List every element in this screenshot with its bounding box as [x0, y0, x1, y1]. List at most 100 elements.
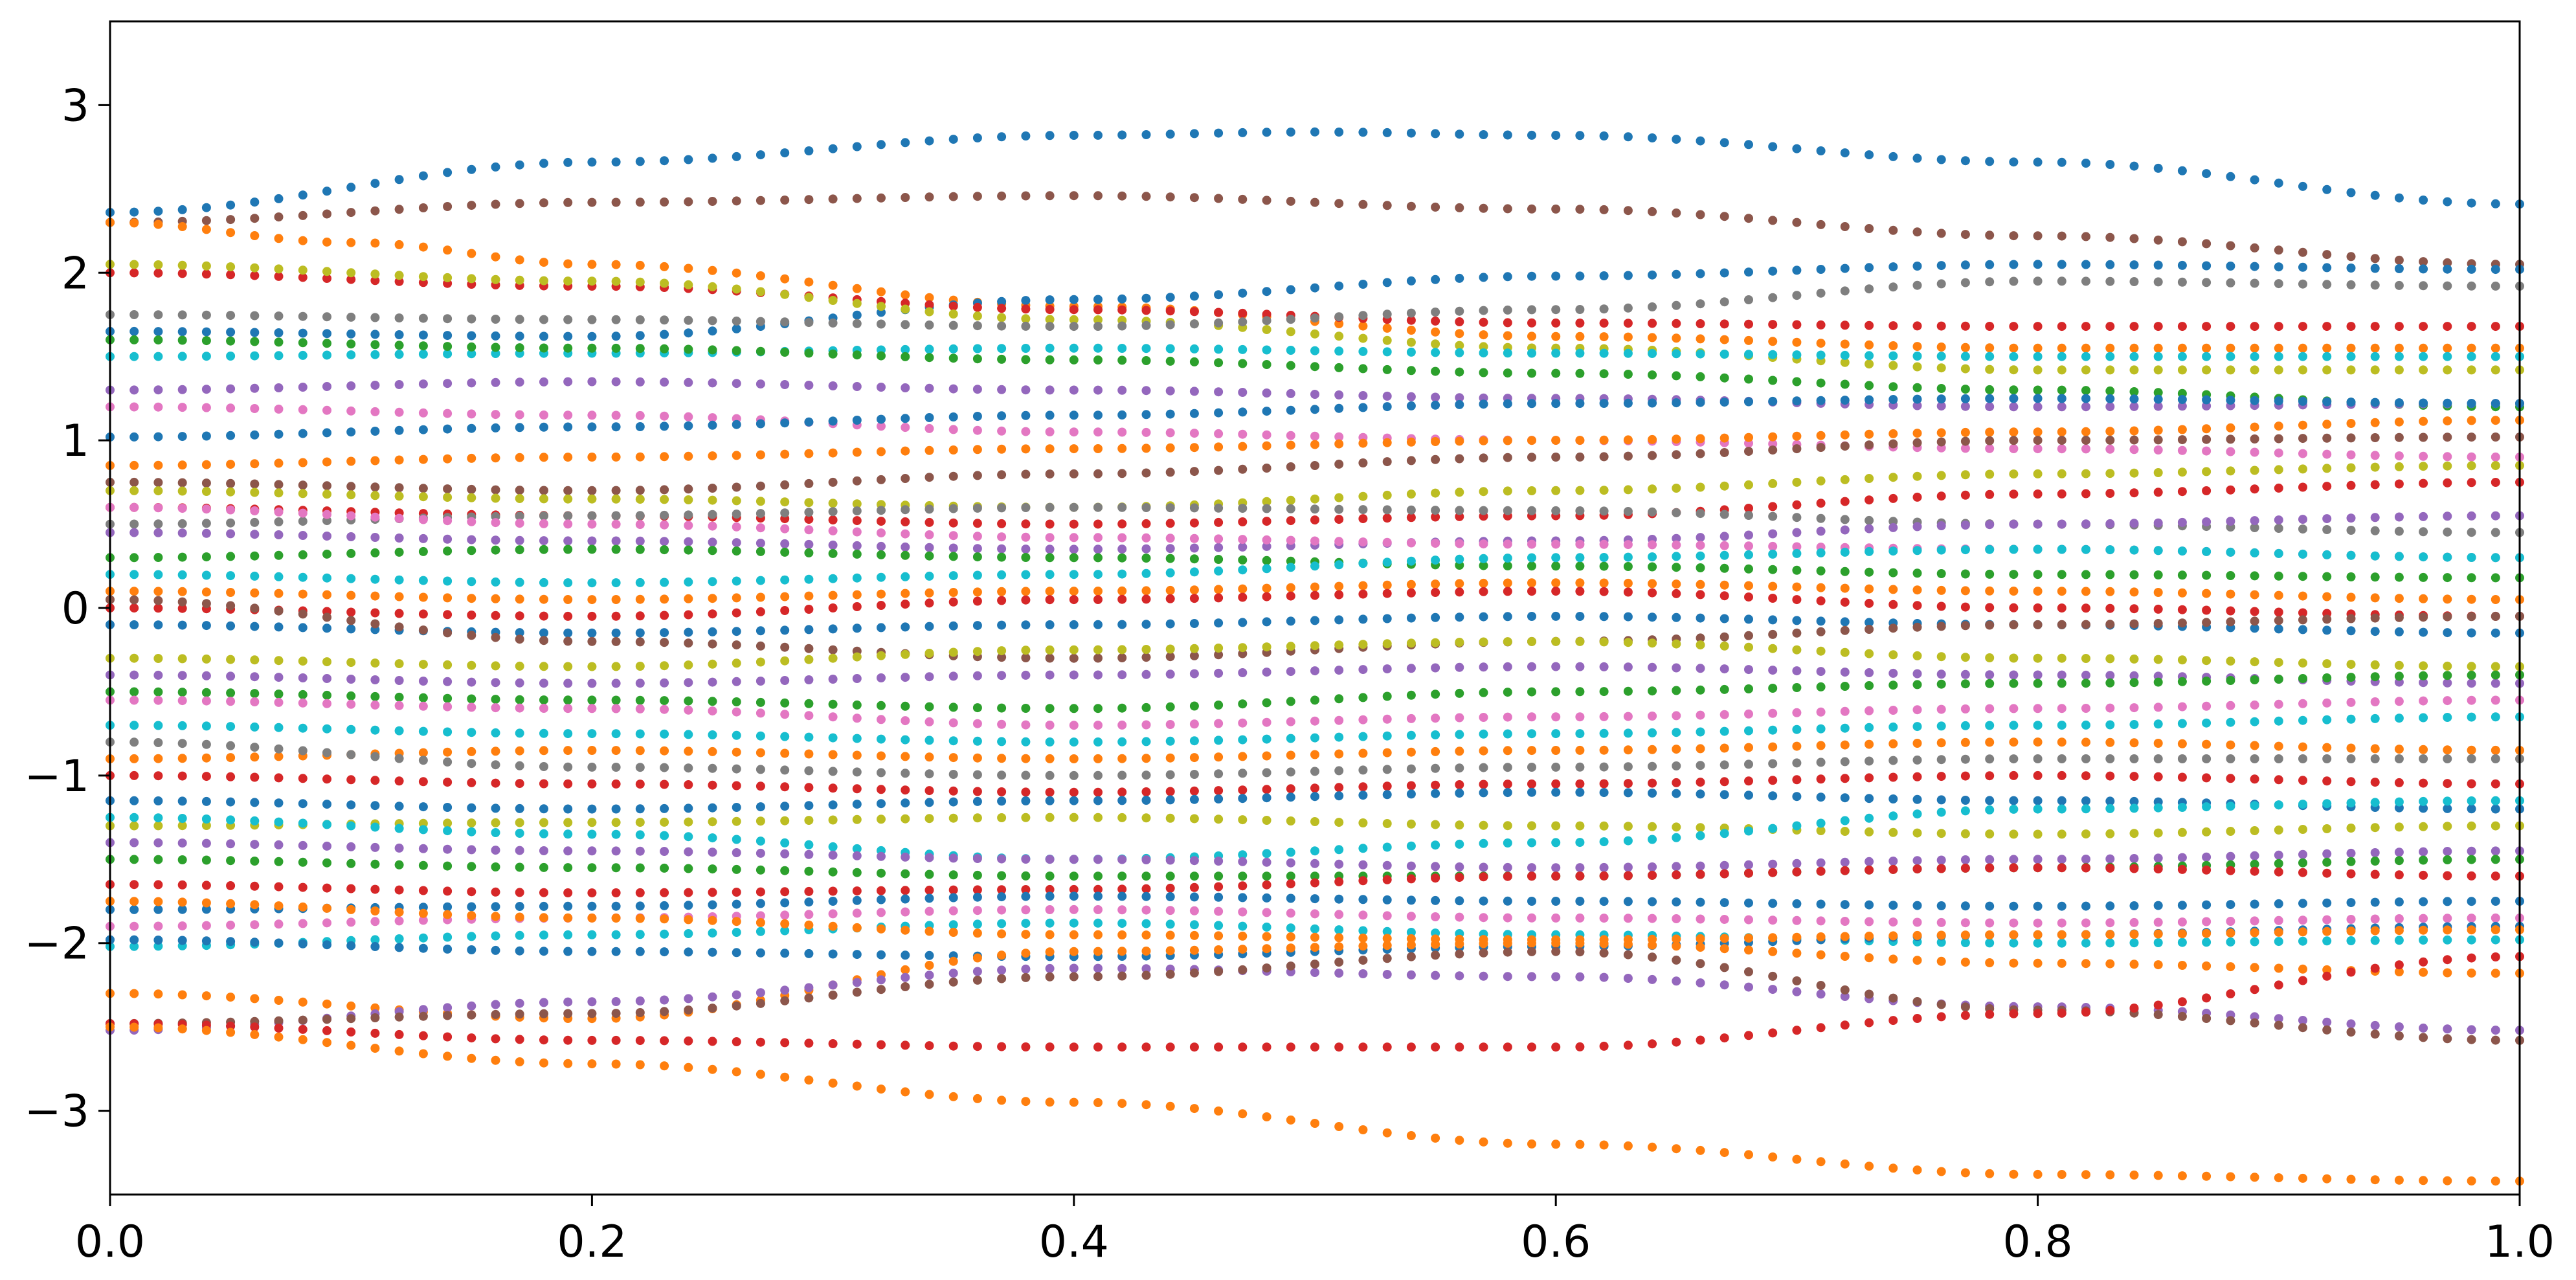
data-point [2009, 469, 2019, 479]
data-point [418, 350, 428, 359]
data-point [1479, 273, 1488, 282]
data-point [370, 238, 380, 248]
data-point [1093, 355, 1103, 365]
data-point [2033, 519, 2043, 529]
data-point [1503, 871, 1512, 881]
data-point [684, 730, 693, 739]
data-point [1262, 849, 1271, 859]
data-point [443, 1051, 453, 1061]
data-point [2129, 352, 2139, 361]
data-point [684, 705, 693, 715]
data-point [2153, 588, 2163, 597]
data-point [129, 326, 139, 336]
data-point [1865, 515, 1874, 525]
data-point [394, 802, 404, 811]
data-point [2298, 858, 2307, 868]
data-point [1719, 726, 1729, 736]
data-point [924, 971, 934, 980]
series-6 [106, 276, 2524, 331]
data-point [1334, 493, 1344, 502]
data-point [1648, 319, 1657, 328]
data-point [2153, 739, 2163, 748]
data-point [924, 752, 934, 762]
data-point [1575, 972, 1585, 982]
data-point [394, 776, 404, 786]
data-point [1310, 346, 1319, 355]
data-point [1021, 304, 1031, 314]
data-point [997, 646, 1007, 656]
data-point [201, 225, 211, 234]
data-point [2177, 605, 2187, 614]
data-point [828, 867, 838, 877]
data-point [972, 354, 982, 364]
data-point [539, 410, 548, 420]
data-point [1696, 509, 1705, 519]
data-point [804, 591, 814, 601]
data-point [1551, 729, 1561, 739]
data-point [298, 383, 308, 392]
data-point [1117, 905, 1127, 915]
data-point [1623, 914, 1633, 923]
data-point [370, 330, 380, 339]
data-point [2226, 827, 2235, 836]
data-point [2443, 847, 2452, 856]
data-point [322, 800, 331, 809]
data-point [491, 931, 500, 941]
data-point [1575, 578, 1585, 588]
data-point [539, 662, 548, 671]
data-point [2129, 234, 2139, 243]
data-point [828, 416, 838, 426]
data-point [250, 404, 260, 413]
data-point [756, 911, 765, 921]
data-point [515, 862, 524, 872]
data-point [1406, 505, 1416, 515]
data-point [1840, 647, 1850, 657]
data-point [2443, 855, 2452, 864]
data-point [1623, 332, 1633, 342]
data-point [1069, 502, 1079, 512]
data-point [1479, 539, 1488, 549]
data-point [2346, 743, 2356, 753]
data-point [756, 539, 765, 548]
data-point [2105, 232, 2115, 242]
data-point [997, 754, 1007, 763]
data-point [2250, 963, 2259, 972]
data-point [2202, 1014, 2212, 1023]
data-point [1117, 385, 1127, 395]
data-point [1575, 539, 1585, 549]
data-point [972, 967, 982, 976]
data-point [1141, 410, 1151, 420]
data-point [1358, 1042, 1368, 1052]
data-point [250, 672, 260, 682]
data-point [322, 999, 331, 1009]
data-point [177, 1024, 187, 1034]
data-point [2033, 570, 2043, 579]
data-point [1648, 398, 1657, 408]
data-point [298, 572, 308, 582]
data-point [901, 814, 910, 824]
data-point [1912, 492, 1922, 502]
data-point [1623, 398, 1633, 408]
data-point [370, 942, 380, 951]
data-point [2153, 803, 2163, 813]
data-point [2298, 449, 2307, 458]
data-point [322, 774, 331, 784]
data-point [418, 748, 428, 758]
data-point [2346, 450, 2356, 460]
data-point [2491, 662, 2500, 671]
data-point [1503, 578, 1512, 588]
data-point [1744, 743, 1753, 752]
data-point [1189, 968, 1199, 978]
data-point [635, 1060, 645, 1070]
data-point [1527, 897, 1536, 906]
data-point [2202, 261, 2212, 271]
data-point [491, 945, 500, 955]
data-point [2105, 489, 2115, 498]
data-point [1165, 770, 1175, 780]
data-point [2370, 551, 2380, 561]
data-point [2009, 770, 2019, 780]
data-point [1165, 871, 1175, 881]
data-point [1238, 815, 1248, 825]
data-point [1189, 701, 1199, 711]
data-point [684, 197, 693, 207]
